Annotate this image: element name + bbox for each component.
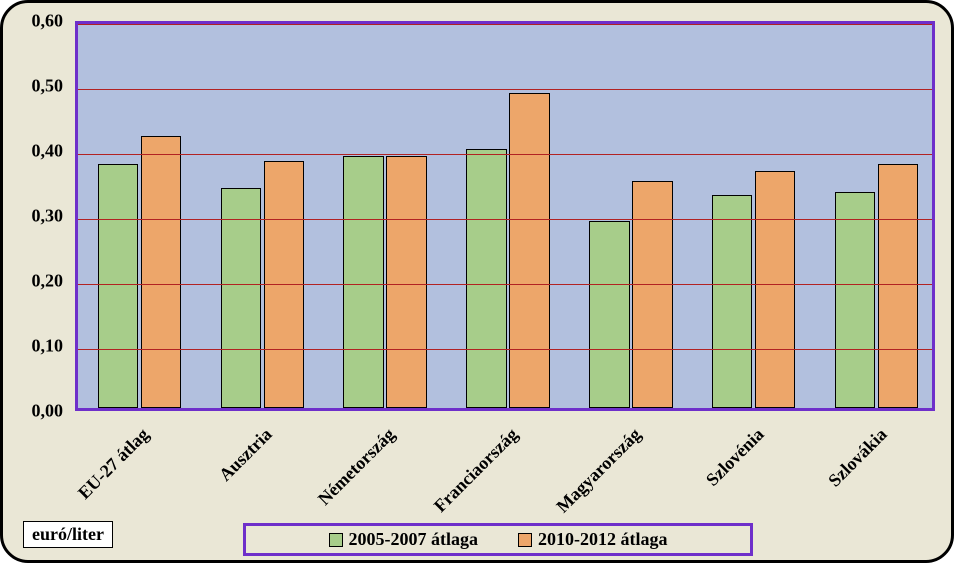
- gridline: [78, 24, 932, 25]
- legend-item: 2010-2012 átlaga: [518, 529, 668, 550]
- gridline: [78, 89, 932, 90]
- y-tick-label: 0,20: [3, 271, 63, 292]
- x-labels: EU-27 átlagAusztriaNémetországFranciaors…: [75, 411, 935, 541]
- bar: [632, 181, 673, 409]
- legend-item: 2005-2007 átlaga: [329, 529, 479, 550]
- y-tick-label: 0,60: [3, 11, 63, 32]
- gridline: [78, 349, 932, 350]
- bar: [755, 171, 796, 408]
- bar: [98, 164, 139, 408]
- y-tick-label: 0,00: [3, 401, 63, 422]
- legend-label: 2005-2007 átlaga: [349, 529, 479, 550]
- legend: 2005-2007 átlaga 2010-2012 átlaga: [243, 523, 753, 556]
- y-tick-label: 0,30: [3, 206, 63, 227]
- bar: [386, 156, 427, 408]
- gridline: [78, 219, 932, 220]
- bar: [509, 93, 550, 408]
- gridline: [78, 284, 932, 285]
- plot-area: [75, 21, 935, 411]
- bar: [878, 164, 919, 408]
- y-unit-label: euró/liter: [23, 521, 113, 548]
- legend-label: 2010-2012 átlaga: [538, 529, 668, 550]
- bars-layer: [78, 24, 932, 408]
- legend-swatch-icon: [518, 533, 532, 547]
- bar: [141, 136, 182, 408]
- y-tick-label: 0,40: [3, 141, 63, 162]
- legend-swatch-icon: [329, 533, 343, 547]
- bar: [589, 221, 630, 408]
- bar: [712, 195, 753, 408]
- bar: [835, 192, 876, 408]
- y-tick-label: 0,50: [3, 76, 63, 97]
- gridline: [78, 154, 932, 155]
- y-tick-label: 0,10: [3, 336, 63, 357]
- bar: [343, 156, 384, 408]
- bar: [466, 149, 507, 408]
- x-tick-label: Szlovákia: [763, 424, 891, 552]
- chart-frame: 0,00 0,10 0,20 0,30 0,40 0,50 0,60 EU-27 átlag…: [0, 0, 954, 563]
- bar: [221, 188, 262, 408]
